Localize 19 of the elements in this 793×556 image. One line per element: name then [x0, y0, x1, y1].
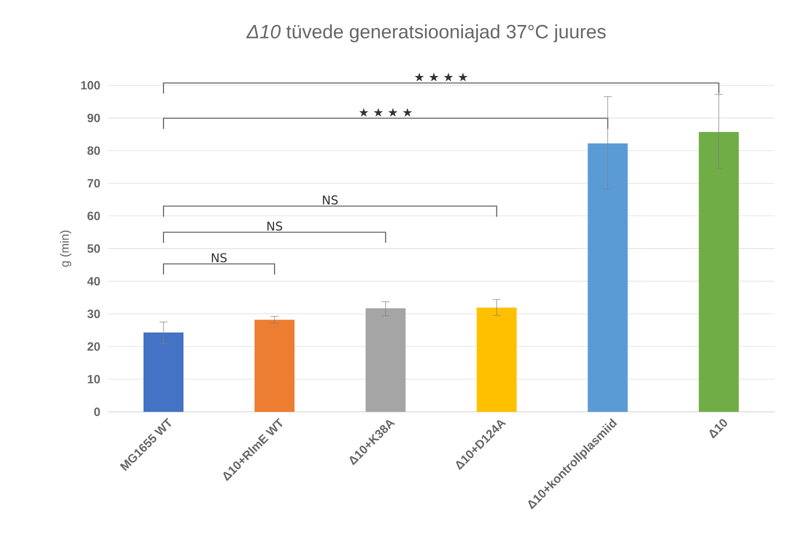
- y-axis-title: g (min): [60, 230, 72, 267]
- y-tick-label: 100: [81, 81, 100, 90]
- y-tick-label: 80: [87, 146, 100, 155]
- y-tick-label: 30: [87, 310, 100, 318]
- y-tick-label: 90: [87, 114, 100, 122]
- y-tick-label: 40: [87, 277, 100, 286]
- x-tick-label: Δ10: [709, 419, 728, 439]
- annotation: NS: [267, 222, 282, 231]
- y-tick-label: 60: [88, 212, 100, 220]
- y-tick-label: 20: [87, 342, 100, 351]
- annotation: ★ ★ ★ ★: [359, 108, 412, 117]
- y-tick-label: 0: [94, 408, 100, 416]
- annotation: NS: [212, 253, 227, 262]
- chart-title: Δ10 tüvede generatsiooniajad 37°C juures: [246, 24, 606, 42]
- y-tick-label: 70: [88, 179, 100, 188]
- y-tick-label: 10: [88, 375, 100, 384]
- y-tick-label: 50: [87, 244, 100, 253]
- annotation: NS: [322, 196, 338, 205]
- text: ★ ★ ★ ★: [414, 72, 468, 82]
